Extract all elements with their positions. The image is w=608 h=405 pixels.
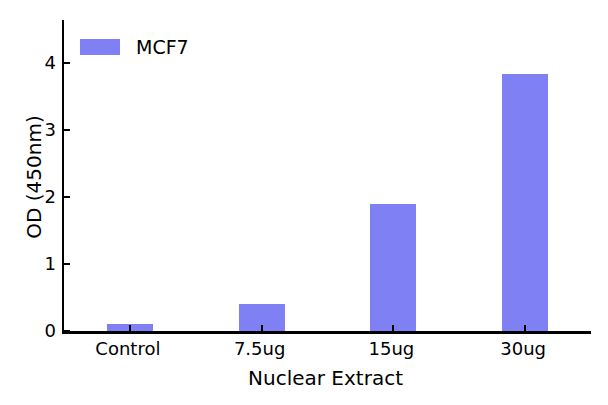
x-tick [392,325,394,331]
x-tick [524,325,526,331]
y-tick [64,129,70,131]
x-tick [261,325,263,331]
y-tick-label: 0 [14,320,56,342]
y-tick [64,196,70,198]
y-tick [64,263,70,265]
legend-label: MCF7 [136,36,189,58]
x-tick [129,325,131,331]
y-tick-label: 2 [14,186,56,208]
legend: MCF7 [80,36,189,58]
x-axis-label: Nuclear Extract [62,366,589,390]
y-tick [64,62,70,64]
plot-area: MCF7 [62,20,591,334]
y-tick-label: 4 [14,52,56,74]
bar-chart-figure: OD (450nm) MCF7 Nuclear Extract Control7… [0,0,608,405]
y-tick [64,330,70,332]
y-tick-label: 1 [14,253,56,275]
x-tick-label: 30ug [453,338,593,360]
x-tick-label: 15ug [321,338,461,360]
y-tick-label: 3 [14,119,56,141]
bar-30ug [502,74,548,331]
bar-15ug [370,204,416,331]
x-tick-label: Control [58,338,198,360]
legend-swatch [80,39,120,55]
x-tick-label: 7.5ug [190,338,330,360]
